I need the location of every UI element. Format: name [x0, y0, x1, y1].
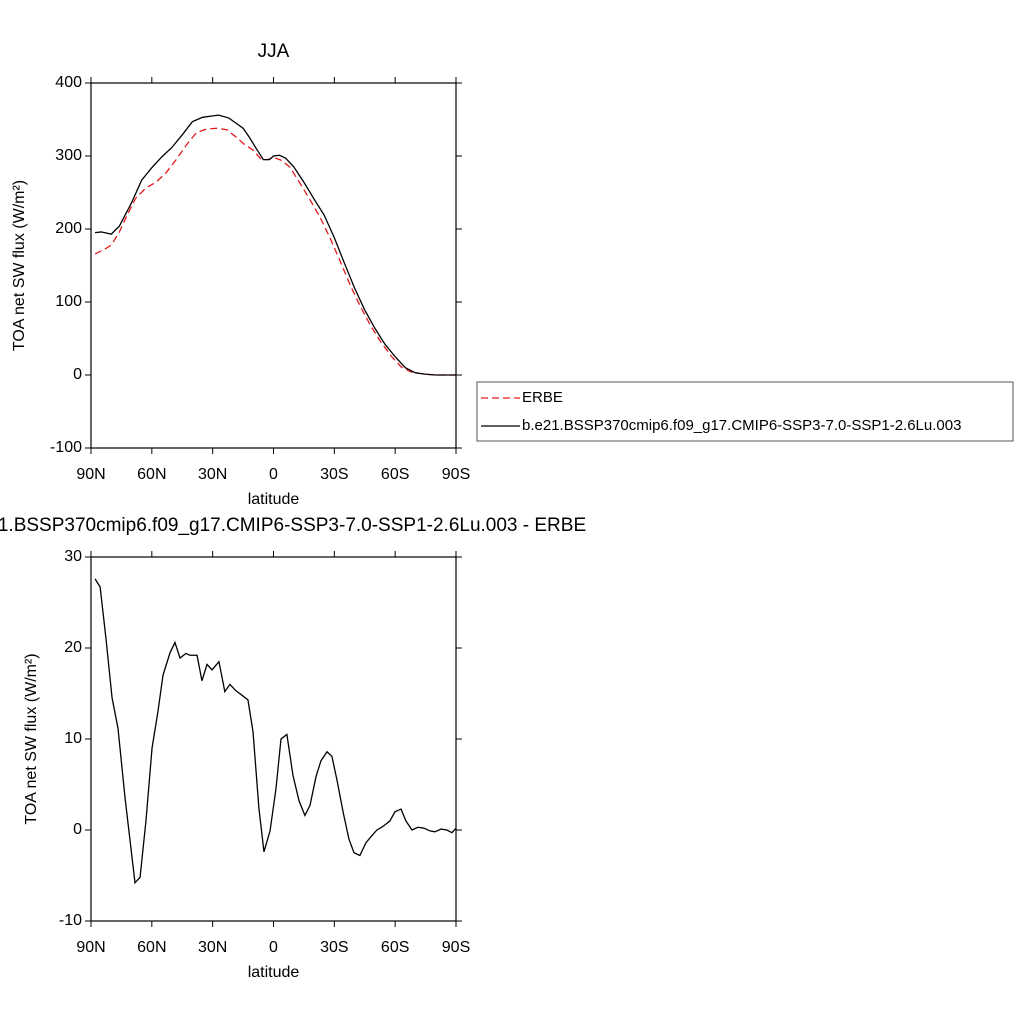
y-tick-label: 300 — [55, 147, 82, 164]
x-tick-label: 30N — [198, 466, 227, 483]
x-tick-label: 60N — [137, 466, 166, 483]
line-series — [94, 578, 457, 885]
y-tick-label: 20 — [64, 639, 82, 656]
legend-label: ERBE — [522, 389, 563, 406]
y-axis-label: TOA net SW flux (W/m²) — [23, 653, 40, 824]
y-tick-label: 400 — [55, 74, 82, 91]
y-tick-label: 10 — [64, 730, 82, 747]
x-tick-label: 0 — [269, 939, 278, 956]
plot-frame — [90, 556, 457, 922]
legend-box — [476, 381, 1014, 442]
y-tick-label: 0 — [73, 366, 82, 383]
x-tick-label: 0 — [269, 466, 278, 483]
x-tick-label: 60S — [381, 939, 409, 956]
x-tick-label: 30S — [320, 939, 348, 956]
legend-label: b.e21.BSSP370cmip6.f09_g17.CMIP6-SSP3-7.… — [522, 417, 961, 434]
line-series — [94, 127, 456, 376]
x-tick-label: 60S — [381, 466, 409, 483]
x-axis-label: latitude — [248, 491, 300, 508]
y-tick-label: 30 — [64, 548, 82, 565]
x-tick-label: 90S — [442, 939, 470, 956]
line-series — [94, 114, 456, 376]
x-tick-label: 60N — [137, 939, 166, 956]
y-tick-label: -10 — [59, 912, 82, 929]
chart-title: JJA — [258, 41, 290, 62]
y-tick-label: 100 — [55, 293, 82, 310]
y-tick-label: 200 — [55, 220, 82, 237]
y-tick-label: 0 — [73, 821, 82, 838]
y-tick-label: -100 — [50, 439, 82, 456]
x-tick-label: 90N — [76, 466, 105, 483]
x-tick-label: 90S — [442, 466, 470, 483]
chart-title: b.e21.BSSP370cmip6.f09_g17.CMIP6-SSP3-7.… — [0, 515, 586, 536]
x-tick-label: 30S — [320, 466, 348, 483]
plot-frame — [90, 82, 457, 449]
x-tick-label: 90N — [76, 939, 105, 956]
y-axis-label: TOA net SW flux (W/m²) — [11, 180, 28, 351]
x-tick-label: 30N — [198, 939, 227, 956]
x-axis-label: latitude — [248, 964, 300, 981]
